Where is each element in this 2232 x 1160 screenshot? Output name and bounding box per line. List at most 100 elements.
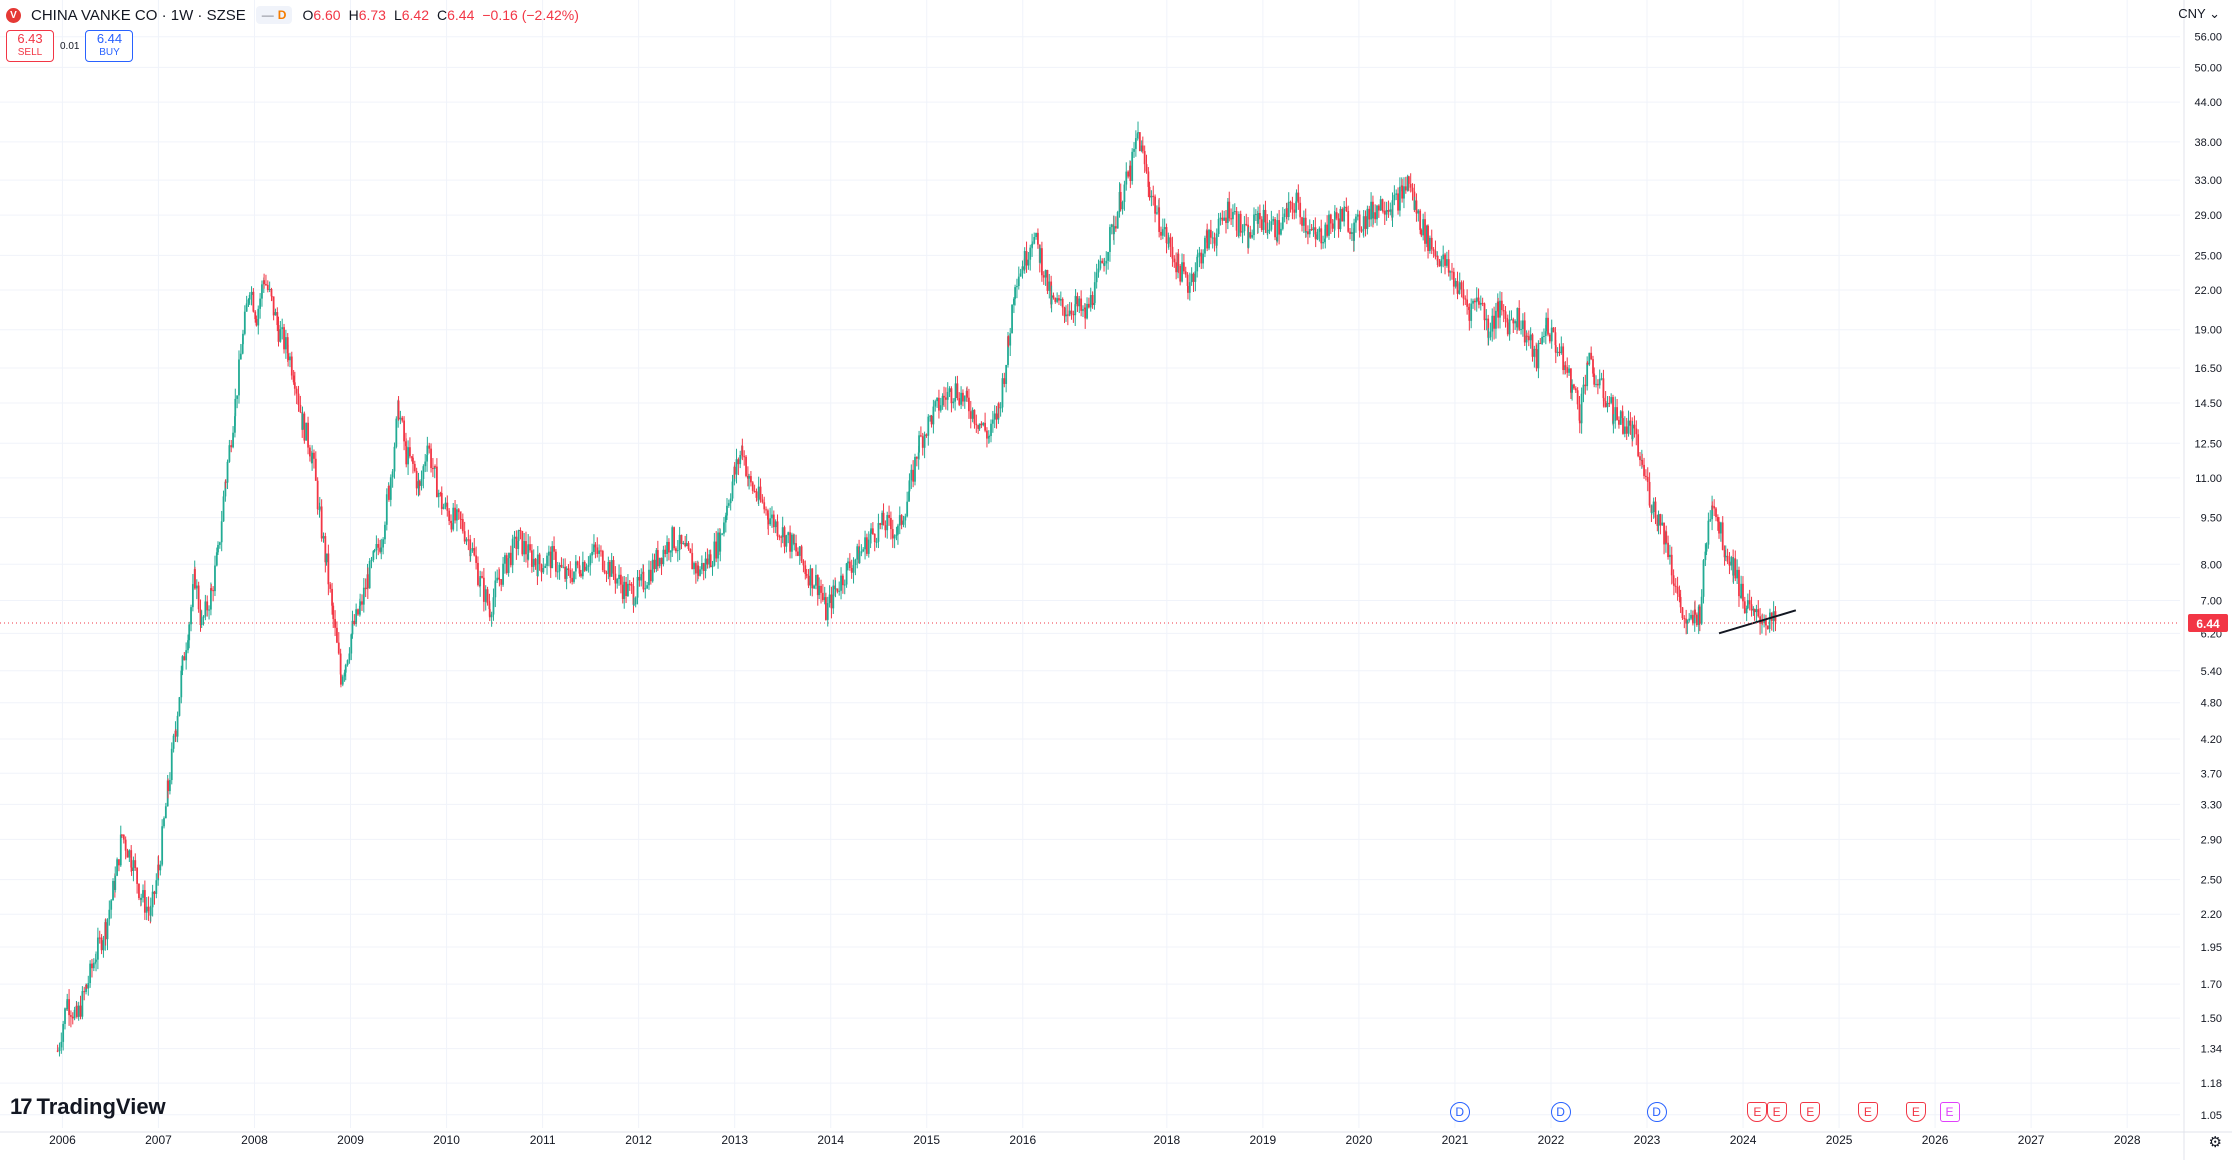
candle-body: [1578, 404, 1581, 421]
tradingview-logo[interactable]: 17 TradingView: [10, 1094, 166, 1120]
candle-body: [124, 839, 127, 851]
candle-body: [248, 294, 251, 300]
candle-body: [238, 359, 240, 396]
candle-body: [108, 909, 111, 920]
candle-body: [467, 539, 470, 541]
candle-body: [578, 565, 581, 574]
symbol-title[interactable]: CHINA VANKE CO · 1W · SZSE: [31, 6, 246, 24]
candle-body: [1123, 184, 1126, 202]
candle-body: [1050, 295, 1053, 305]
candle-body: [102, 940, 105, 951]
candle-body: [1732, 558, 1735, 576]
candle-body: [673, 527, 675, 549]
interval-pill[interactable]: — D: [255, 6, 293, 24]
candle-body: [774, 521, 777, 528]
x-tick-label: 2027: [2018, 1133, 2045, 1147]
candle-body: [1430, 237, 1433, 250]
candle-body: [142, 890, 144, 898]
earnings-event-icon[interactable]: E: [1905, 1102, 1926, 1122]
settings-gear-icon[interactable]: ⚙: [2208, 1134, 2222, 1151]
dividend-event-icon[interactable]: D: [1550, 1102, 1571, 1122]
candle-body: [1192, 273, 1195, 282]
candle-body: [473, 547, 476, 556]
candle-body: [1253, 214, 1255, 236]
candle-body: [1023, 251, 1026, 270]
candle-body: [418, 481, 421, 486]
candle-body: [1570, 368, 1572, 393]
candle-body: [1156, 212, 1158, 214]
candle-body: [1370, 201, 1372, 220]
candle-body: [1389, 209, 1392, 212]
candle-body: [1745, 608, 1748, 614]
candle-body: [1573, 384, 1575, 389]
candle-body: [130, 867, 133, 871]
candle-body: [327, 553, 330, 585]
candle-body: [848, 561, 851, 569]
candle-body: [694, 563, 697, 574]
candle-body: [1688, 618, 1691, 621]
candle-body: [155, 880, 158, 894]
dividend-event-icon[interactable]: D: [1449, 1102, 1470, 1122]
earnings2-event-icon[interactable]: E: [1939, 1102, 1960, 1122]
candle-body: [882, 512, 885, 526]
buy-button[interactable]: 6.44 BUY: [85, 30, 134, 62]
candle-body: [757, 486, 760, 501]
candle-body: [1721, 522, 1724, 550]
candle-body: [1552, 327, 1555, 333]
pill-dash: —: [261, 8, 274, 22]
currency-selector[interactable]: CNY ⌄: [2178, 6, 2220, 21]
candle-body: [671, 527, 674, 551]
candle-body: [1056, 298, 1059, 302]
candle-body: [587, 565, 590, 567]
candle-body: [767, 519, 770, 525]
candle-body: [1584, 384, 1587, 387]
candle-body: [373, 550, 376, 552]
candle-body: [1254, 213, 1257, 215]
candle-body: [1076, 296, 1079, 307]
candle-body: [389, 477, 392, 500]
candle-body: [250, 291, 253, 295]
candle-body: [662, 549, 665, 565]
candle-body: [106, 919, 109, 940]
candle-body: [1586, 362, 1589, 365]
candle-body: [1468, 310, 1471, 321]
candle-body: [1514, 321, 1517, 324]
candle-body: [877, 523, 880, 542]
tradingview-wordmark: TradingView: [36, 1094, 166, 1119]
candle-body: [153, 891, 156, 894]
candle-body: [988, 435, 991, 437]
dividend-event-icon[interactable]: D: [1646, 1102, 1667, 1122]
candle-body: [1358, 214, 1361, 231]
trade-panel: 6.43 SELL 0.01 6.44 BUY: [6, 30, 134, 62]
candle-body: [1757, 609, 1760, 617]
earnings-event-icon[interactable]: E: [1800, 1102, 1821, 1122]
candle-body: [1516, 308, 1519, 328]
candle-body: [771, 514, 773, 519]
candle-body: [1554, 345, 1557, 353]
earnings-event-icon[interactable]: E: [1857, 1102, 1878, 1122]
candle-body: [556, 571, 559, 573]
candle-body: [875, 541, 878, 543]
candle-body: [1223, 217, 1226, 221]
candle-body: [1451, 271, 1453, 273]
candle-body: [780, 536, 783, 538]
candle-body: [1171, 246, 1174, 259]
candle-body: [862, 549, 865, 552]
candle-body: [62, 1023, 65, 1042]
sell-button[interactable]: 6.43 SELL: [6, 30, 54, 62]
candle-body: [513, 536, 516, 539]
candle-body: [157, 864, 160, 871]
candle-body: [1099, 260, 1102, 269]
candle-body: [1086, 303, 1088, 319]
candle-body: [230, 445, 233, 448]
candle-body: [785, 535, 788, 547]
candle-body: [691, 552, 694, 570]
x-tick-label: 2008: [241, 1133, 268, 1147]
candle-body: [1612, 397, 1614, 424]
candle-body: [925, 434, 928, 436]
candle-body: [259, 298, 262, 309]
candle-body: [1091, 295, 1094, 306]
earnings-event-icon[interactable]: E: [1766, 1102, 1787, 1122]
candle-body: [763, 502, 766, 510]
